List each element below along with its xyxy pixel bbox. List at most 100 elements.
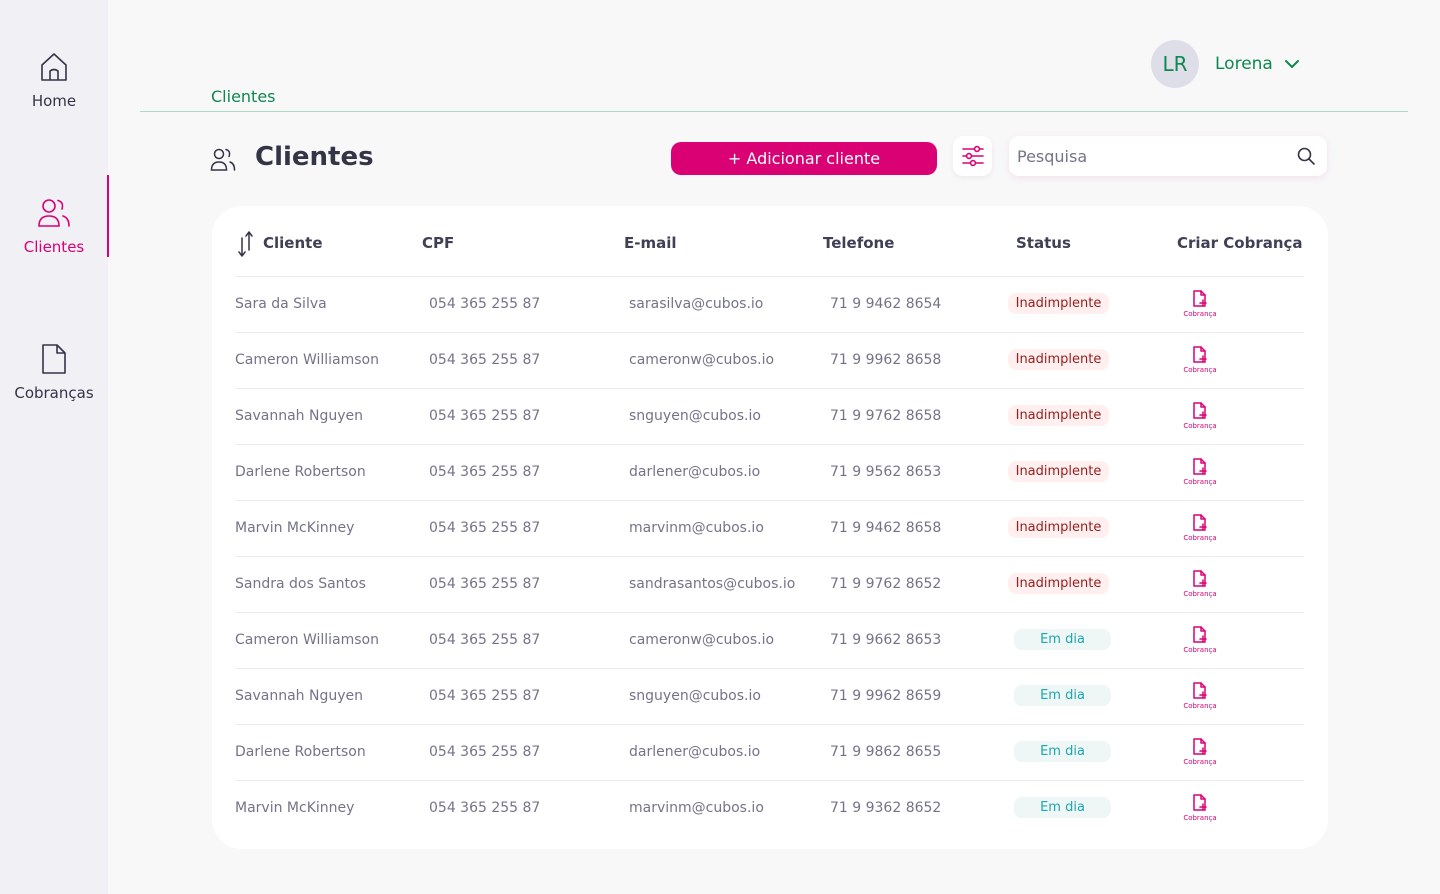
client-phone: 71 9 9662 8653 [830, 632, 942, 648]
avatar[interactable]: LR [1151, 40, 1199, 88]
create-charge-button[interactable]: Cobrança [1180, 513, 1220, 542]
header-divider [140, 111, 1408, 112]
client-email: darlener@cubos.io [629, 744, 761, 760]
column-header-criar-cobranca: Criar Cobrança [1177, 234, 1303, 252]
client-email: cameronw@cubos.io [629, 352, 775, 368]
status-badge: Inadimplente [1008, 349, 1109, 370]
client-phone: 71 9 9462 8658 [830, 520, 942, 536]
filter-icon [961, 145, 984, 167]
client-email: marvinm@cubos.io [629, 520, 764, 536]
status-badge: Inadimplente [1008, 573, 1109, 594]
client-phone: 71 9 9462 8654 [830, 296, 942, 312]
create-charge-label: Cobrança [1183, 478, 1217, 486]
users-icon [38, 199, 70, 227]
client-name[interactable]: Savannah Nguyen [235, 408, 363, 424]
user-name[interactable]: Lorena [1215, 54, 1273, 74]
client-phone: 71 9 9762 8652 [830, 576, 942, 592]
client-name[interactable]: Sandra dos Santos [235, 576, 366, 592]
column-header-telefone: Telefone [823, 234, 895, 252]
add-document-icon [1193, 346, 1207, 363]
column-header-cliente[interactable]: Cliente [263, 234, 323, 252]
client-email: darlener@cubos.io [629, 464, 761, 480]
create-charge-label: Cobrança [1183, 814, 1217, 822]
client-name[interactable]: Cameron Williamson [235, 632, 379, 648]
add-document-icon [1193, 794, 1207, 811]
table-body: Sara da Silva 054 365 255 87 sarasilva@c… [235, 276, 1304, 836]
add-document-icon [1193, 514, 1207, 531]
client-email: snguyen@cubos.io [629, 408, 761, 424]
client-cpf: 054 365 255 87 [429, 688, 541, 704]
sidebar-item-clientes[interactable]: Clientes [0, 196, 108, 256]
client-phone: 71 9 9762 8658 [830, 408, 942, 424]
search-box [1009, 136, 1327, 176]
add-document-icon [1193, 570, 1207, 587]
active-indicator [107, 175, 109, 257]
document-icon [42, 344, 66, 374]
filter-button[interactable] [953, 136, 992, 176]
users-icon [210, 148, 236, 171]
create-charge-label: Cobrança [1183, 702, 1217, 710]
create-charge-button[interactable]: Cobrança [1180, 457, 1220, 486]
client-cpf: 054 365 255 87 [429, 352, 541, 368]
breadcrumb[interactable]: Clientes [211, 87, 276, 106]
search-icon[interactable] [1296, 146, 1316, 166]
client-cpf: 054 365 255 87 [429, 296, 541, 312]
chevron-down-icon[interactable] [1283, 55, 1301, 73]
create-charge-button[interactable]: Cobrança [1180, 345, 1220, 374]
client-cpf: 054 365 255 87 [429, 632, 541, 648]
column-header-cpf: CPF [422, 234, 455, 252]
client-email: sarasilva@cubos.io [629, 296, 764, 312]
add-document-icon [1193, 458, 1207, 475]
sidebar-item-label: Home [31, 92, 77, 110]
client-name[interactable]: Marvin McKinney [235, 520, 355, 536]
create-charge-label: Cobrança [1183, 646, 1217, 654]
client-phone: 71 9 9862 8655 [830, 744, 942, 760]
client-name[interactable]: Darlene Robertson [235, 464, 366, 480]
create-charge-label: Cobrança [1183, 534, 1217, 542]
sort-icon[interactable] [236, 230, 256, 258]
search-input[interactable] [1009, 146, 1279, 166]
add-document-icon [1193, 402, 1207, 419]
client-cpf: 054 365 255 87 [429, 464, 541, 480]
status-badge: Inadimplente [1008, 405, 1109, 426]
create-charge-button[interactable]: Cobrança [1180, 793, 1220, 822]
column-header-status: Status [1016, 234, 1071, 252]
status-badge: Em dia [1014, 741, 1111, 762]
client-email: snguyen@cubos.io [629, 688, 761, 704]
user-menu[interactable]: LR Lorena [1151, 40, 1301, 88]
sidebar: Home Clientes Cobranças [0, 0, 109, 894]
add-document-icon [1193, 626, 1207, 643]
client-email: sandrasantos@cubos.io [629, 576, 796, 592]
create-charge-label: Cobrança [1183, 310, 1217, 318]
create-charge-label: Cobrança [1183, 366, 1217, 374]
table-row: Savannah Nguyen 054 365 255 87 snguyen@c… [235, 668, 1304, 724]
client-cpf: 054 365 255 87 [429, 576, 541, 592]
create-charge-button[interactable]: Cobrança [1180, 625, 1220, 654]
create-charge-button[interactable]: Cobrança [1180, 401, 1220, 430]
sidebar-item-cobrancas[interactable]: Cobranças [0, 342, 108, 402]
create-charge-button[interactable]: Cobrança [1180, 681, 1220, 710]
table-row: Darlene Robertson 054 365 255 87 darlene… [235, 724, 1304, 780]
create-charge-button[interactable]: Cobrança [1180, 569, 1220, 598]
client-cpf: 054 365 255 87 [429, 744, 541, 760]
column-header-email: E-mail [624, 234, 677, 252]
client-name[interactable]: Marvin McKinney [235, 800, 355, 816]
client-name[interactable]: Sara da Silva [235, 296, 327, 312]
table-row: Marvin McKinney 054 365 255 87 marvinm@c… [235, 780, 1304, 836]
create-charge-button[interactable]: Cobrança [1180, 289, 1220, 318]
status-badge: Em dia [1014, 685, 1111, 706]
table-row: Marvin McKinney 054 365 255 87 marvinm@c… [235, 500, 1304, 556]
sidebar-item-label: Cobranças [14, 384, 94, 402]
client-name[interactable]: Cameron Williamson [235, 352, 379, 368]
sidebar-item-home[interactable]: Home [0, 50, 108, 110]
table-row: Sandra dos Santos 054 365 255 87 sandras… [235, 556, 1304, 612]
client-phone: 71 9 9962 8659 [830, 688, 942, 704]
add-client-button[interactable]: + Adicionar cliente [671, 142, 937, 175]
client-name[interactable]: Darlene Robertson [235, 744, 366, 760]
clients-table: Cliente CPF E-mail Telefone Status Criar… [212, 206, 1328, 849]
create-charge-button[interactable]: Cobrança [1180, 737, 1220, 766]
client-phone: 71 9 9962 8658 [830, 352, 942, 368]
add-document-icon [1193, 682, 1207, 699]
add-document-icon [1193, 738, 1207, 755]
client-name[interactable]: Savannah Nguyen [235, 688, 363, 704]
